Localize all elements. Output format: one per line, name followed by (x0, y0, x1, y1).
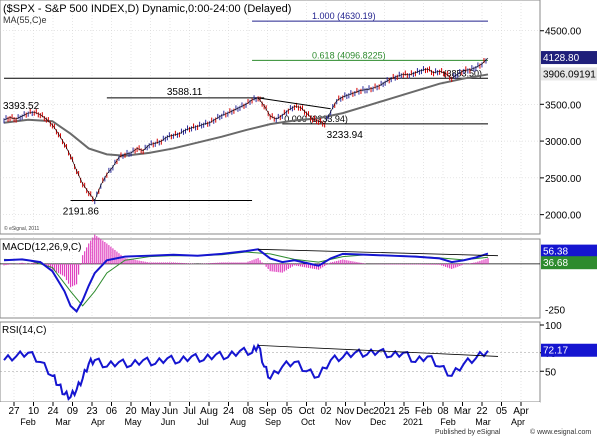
x-month-label-11: 2021 (403, 417, 423, 427)
copyright-label: © eSignal, 2011 (4, 225, 40, 232)
annotation-high-3393: 3393.52 (3, 101, 40, 112)
signal-value-tag: 36.68 (543, 258, 568, 269)
price-ytick-label-1: 2500.00 (545, 174, 582, 185)
x-tick-label-17: Nov (337, 406, 355, 417)
price-ytick-label-4: 4500.00 (545, 27, 582, 38)
rsi-value-tag: 72.17 (543, 346, 568, 357)
x-tick-label-20: 25 (398, 406, 410, 417)
footer-published: Published by eSignal (435, 429, 501, 436)
x-tick-label-11: 24 (223, 406, 235, 417)
ma-label: MA(55,C)e (3, 15, 47, 25)
x-month-label-14: Apr (511, 417, 525, 427)
x-month-label-3: May (124, 417, 142, 427)
ma-value-tag-bg (541, 67, 597, 81)
price-bars (3, 57, 489, 205)
y-axes: 2000.00 2500.00 3000.00 3500.00 4500.00 4128.… (540, 27, 597, 378)
x-month-label-10: Dec (370, 417, 387, 427)
trend-lines (258, 97, 331, 110)
x-tick-label-21: Feb (415, 406, 433, 417)
level-label-fib-100: 1.000 (4630.19) (312, 11, 376, 21)
price-ytick-label-2: 3000.00 (545, 137, 582, 148)
macd-panel (0, 238, 541, 319)
annotation-low-2191: 2191.86 (63, 207, 100, 218)
rsi-line (3, 343, 489, 401)
price-trendline (258, 97, 331, 110)
x-tick-label-16: 02 (320, 406, 332, 417)
x-tick-label-13: Sep (259, 406, 277, 417)
price-ytick-label-0: 2000.00 (545, 211, 582, 222)
x-tick-label-14: 05 (281, 406, 293, 417)
price-close-line (3, 57, 489, 202)
x-month-label-5: Jul (197, 417, 209, 427)
ma-line (3, 73, 489, 157)
macd-title: MACD(12,26,9,C) (2, 242, 81, 253)
last-price-tag-bg (541, 51, 597, 65)
macd-value-tag-bg (541, 244, 597, 258)
x-month-label-1: Mar (55, 417, 71, 427)
x-month-label-6: Aug (230, 417, 246, 427)
x-month-label-7: Sep (265, 417, 281, 427)
x-month-label-2: Apr (91, 417, 105, 427)
ma-value-tag: 3906.09191 (543, 69, 596, 80)
rsi-series (0, 343, 540, 401)
price-ytick-label-3: 3500.00 (545, 100, 582, 111)
x-tick-label-24: 22 (476, 406, 488, 417)
level-label-support-3853: (3853.50) (443, 68, 482, 78)
macd-value-tag: 56.38 (543, 247, 568, 258)
x-tick-label-10: Aug (200, 406, 218, 417)
chart-title: ($SPX - S&P 500 INDEX,D) Dynamic,0:00-24… (3, 3, 291, 15)
x-tick-label-3: 09 (67, 406, 79, 417)
annotation-low-3233: 3233.94 (327, 130, 364, 141)
x-month-label-12: Feb (440, 417, 456, 427)
rsi-trendline (258, 344, 499, 357)
x-tick-label-1: 10 (28, 406, 40, 417)
x-month-label-9: Nov (335, 417, 352, 427)
x-tick-label-9: Jul (183, 406, 196, 417)
x-tick-label-18: Dec (356, 406, 374, 417)
x-tick-label-25: 05 (496, 406, 508, 417)
x-month-label-4: Jun (161, 417, 176, 427)
level-label-fib-618: 0.618 (4096.8225) (312, 50, 386, 60)
macd-ytick-label-0: -250 (545, 306, 565, 317)
x-month-label-8: Oct (301, 417, 316, 427)
x-axis: 27 10 24 09 23 06 20 May Jun Jul Aug 24 08 Sep 05 Oct 02… (0, 402, 540, 427)
x-tick-label-4: 23 (86, 406, 98, 417)
rsi-ytick-label-2: 100 (545, 321, 562, 332)
x-tick-label-23: Mar (454, 406, 472, 417)
x-tick-label-6: 20 (125, 406, 137, 417)
x-tick-label-26: Apr (513, 406, 529, 417)
x-tick-label-8: Jun (162, 406, 178, 417)
annotation-high-3588: 3588.11 (167, 87, 203, 98)
signal-value-tag-bg (541, 256, 597, 270)
x-axis-band (0, 402, 540, 426)
footer-website: © www.esignal.com (530, 428, 591, 436)
x-month-label-0: Feb (20, 417, 36, 427)
rsi-panel (0, 321, 541, 403)
x-month-label-13: Mar (475, 417, 491, 427)
x-tick-label-2: 24 (47, 406, 59, 417)
macd-line (3, 248, 489, 313)
moving-average (3, 73, 489, 157)
x-tick-label-15: Oct (299, 406, 315, 417)
x-tick-label-0: 27 (8, 406, 20, 417)
rsi-ytick-label-0: 50 (545, 367, 557, 378)
x-tick-label-5: 06 (106, 406, 118, 417)
last-price-tag: 4128.80 (543, 53, 580, 64)
x-tick-label-19: 2021 (373, 406, 396, 417)
x-tick-label-7: May (141, 406, 160, 417)
macd-series (0, 234, 540, 313)
rsi-title: RSI(14,C) (2, 325, 46, 336)
price-annotations: 3393.52 3588.11 2191.86 3233.94 (3, 87, 363, 218)
x-tick-label-22: 08 (437, 406, 449, 417)
x-tick-label-12: 08 (242, 406, 254, 417)
rsi-value-tag-bg (541, 343, 597, 357)
macd-trendline (258, 248, 499, 257)
